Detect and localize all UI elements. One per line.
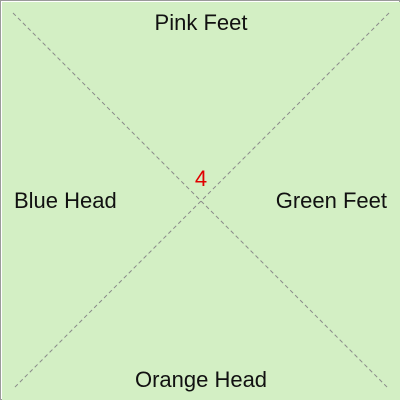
edge-label-bottom: Orange Head (134, 367, 268, 392)
edge-label-right: Green Feet (275, 188, 387, 213)
tile-number: 4 (194, 166, 208, 191)
edge-label-left: Blue Head (14, 188, 117, 213)
diagonal-line-tl-br (12, 12, 390, 390)
edge-label-top: Pink Feet (154, 10, 248, 35)
diagonal-line-tr-bl (12, 12, 390, 390)
